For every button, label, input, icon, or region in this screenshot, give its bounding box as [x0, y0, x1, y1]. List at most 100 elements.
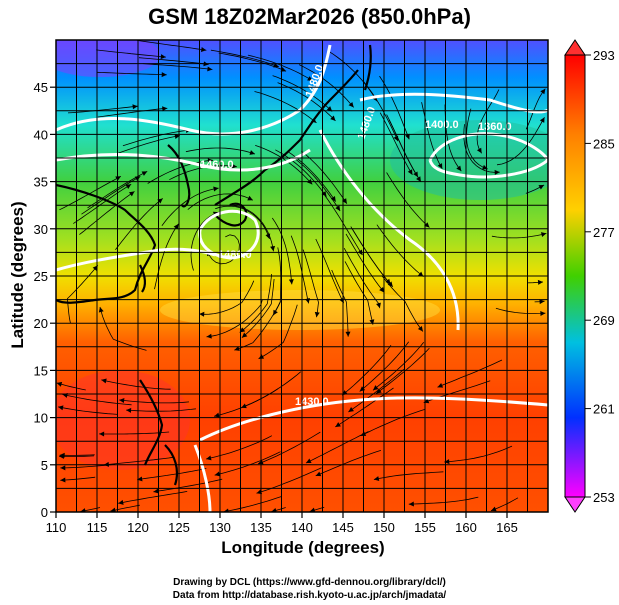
coastline-sakhalin — [363, 44, 372, 91]
streamline — [315, 450, 382, 477]
x-tick-label: 115 — [87, 520, 108, 535]
cool-pool-ne — [390, 120, 548, 200]
streamline-arrowhead — [408, 501, 414, 507]
streamline — [444, 445, 513, 463]
colorbar-ticks: 293 285 277 269 261 253 — [585, 48, 615, 505]
streamline-arrowhead — [309, 507, 316, 512]
streamline — [372, 341, 425, 391]
streamline-arrowhead — [214, 471, 221, 477]
streamline-arrowhead — [373, 385, 379, 391]
streamline-arrowhead — [199, 311, 205, 317]
streamline-arrowhead — [342, 198, 347, 204]
y-tick-label: 35 — [34, 175, 48, 190]
geopotential-contours — [56, 44, 548, 512]
streamline-arrowhead — [385, 278, 391, 285]
streamline-arrowhead — [539, 117, 545, 123]
streamline-arrowhead — [137, 476, 143, 482]
x-tick-label: 150 — [373, 520, 395, 535]
x-tick-label: 165 — [496, 520, 518, 535]
x-tick-label: 130 — [209, 520, 231, 535]
streamline-arrowhead — [540, 88, 546, 95]
streamline — [437, 359, 503, 388]
colorbar-tick-label: 277 — [593, 225, 615, 240]
streamline-arrowhead — [417, 325, 423, 332]
contour-1400 — [359, 92, 548, 114]
streamline — [348, 368, 405, 413]
y-tick-label: 5 — [41, 458, 48, 473]
streamline-arrowhead — [206, 333, 212, 339]
streamline-arrowhead — [537, 279, 544, 285]
streamline-arrowhead — [207, 66, 213, 72]
contour-1480-east — [318, 129, 460, 331]
streamline — [373, 471, 444, 480]
streamline — [79, 191, 135, 235]
y-tick-label: 10 — [34, 411, 48, 426]
streamline-arrowhead — [491, 506, 497, 512]
streamline — [525, 88, 546, 130]
streamline-arrowhead — [407, 169, 413, 175]
x-tick-label: 140 — [291, 520, 313, 535]
streamline — [272, 75, 333, 112]
warm-pool-sw — [56, 370, 190, 470]
x-tick-label: 160 — [455, 520, 477, 535]
streamline-arrowhead — [239, 327, 246, 333]
streamline-arrowhead — [305, 458, 312, 464]
contour-1480-north — [56, 44, 332, 136]
cold-pool-nw — [56, 40, 160, 77]
streamline-arrowhead — [314, 311, 320, 318]
streamline-arrowhead — [345, 331, 351, 337]
streamline-arrowhead — [241, 403, 247, 409]
colorbar-tick-label: 269 — [593, 313, 615, 328]
y-tick-label: 45 — [34, 80, 48, 95]
contour-label: 1480.0 — [218, 249, 252, 261]
contour-1430 — [199, 396, 548, 442]
streamline — [466, 108, 488, 170]
x-tick-label: 135 — [250, 520, 272, 535]
streamline — [138, 57, 209, 65]
streamline-arrowhead — [200, 47, 207, 52]
streamline-arrowhead — [249, 150, 255, 155]
contour-label: 1460.0 — [200, 159, 234, 171]
streamline-arrowhead — [321, 191, 327, 197]
streamline — [301, 150, 348, 204]
streamline-arrowhead — [437, 163, 443, 169]
streamline-arrowhead — [60, 477, 66, 483]
streamline-arrowhead — [265, 233, 271, 239]
streamline — [60, 476, 96, 481]
x-tick-label: 155 — [414, 520, 436, 535]
streamline — [103, 456, 174, 466]
streamline-arrowhead — [231, 163, 237, 169]
streamline-arrowhead — [60, 465, 66, 471]
contour-label: 1430.0 — [295, 396, 329, 408]
streamline — [210, 49, 279, 68]
streamline — [496, 117, 545, 166]
streamline-arrowhead — [330, 115, 336, 121]
graticule — [56, 40, 548, 512]
streamline-arrowhead — [416, 176, 421, 182]
streamline — [331, 269, 349, 337]
streamline — [99, 431, 170, 435]
credit-data: Data from http://database.rish.kyoto-u.a… — [172, 590, 447, 601]
axis-ticks: 110 115 120 125 130 135 140 145 150 155 160 165 0 5 10… — [34, 80, 518, 535]
streamline — [408, 496, 479, 505]
streamline — [290, 235, 309, 304]
streamline-arrowhead — [161, 72, 167, 78]
streamline-arrowhead — [207, 158, 213, 164]
streamline — [344, 261, 374, 325]
streamline — [271, 217, 293, 285]
streamline — [257, 431, 321, 465]
streamline-arrowhead — [80, 508, 86, 512]
streamline — [239, 273, 272, 333]
streamline — [218, 52, 287, 72]
streamline-arrowhead — [98, 307, 104, 313]
streamline-arrowhead — [418, 271, 424, 277]
streamline — [223, 496, 282, 512]
streamline-arrowhead — [335, 205, 341, 211]
colorbar-ramp — [564, 54, 586, 498]
coastline-taiwan — [139, 264, 146, 293]
streamline-arrowhead — [335, 422, 341, 427]
streamline — [258, 304, 298, 360]
x-tick-label: 125 — [168, 520, 190, 535]
streamline — [169, 165, 237, 181]
coastline-kyushu — [214, 202, 248, 227]
